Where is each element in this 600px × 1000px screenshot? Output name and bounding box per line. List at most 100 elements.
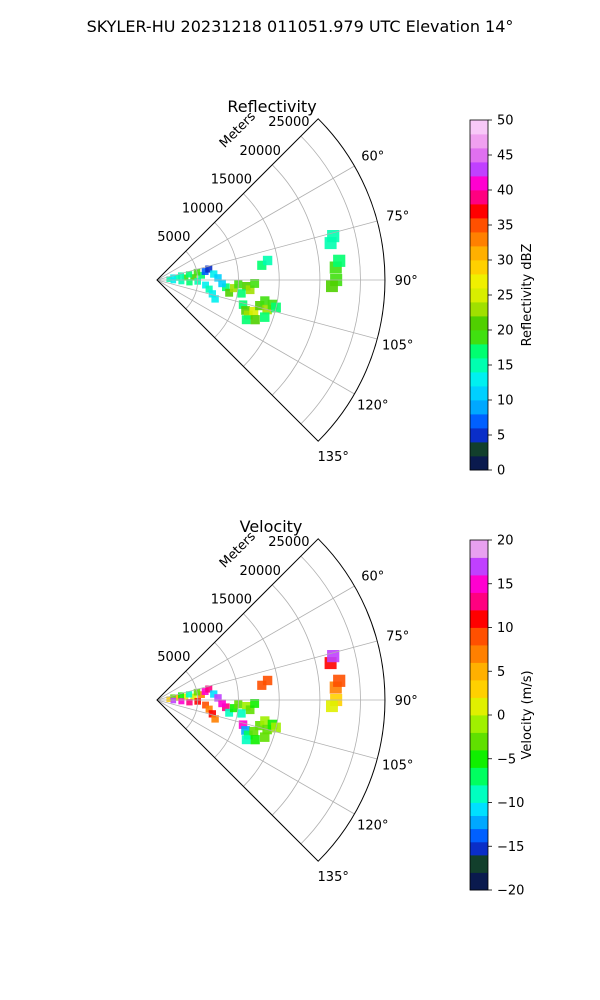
colorbar-segment xyxy=(470,828,488,843)
colorbar-segment xyxy=(470,302,488,317)
radial-tick-label: 15000 xyxy=(211,593,252,608)
azimuth-gridline xyxy=(156,279,355,395)
data-cell xyxy=(210,270,218,278)
radial-tick-label: 25000 xyxy=(268,115,309,130)
data-cell xyxy=(225,288,234,297)
azimuth-tick-label: 90° xyxy=(395,694,418,709)
data-cell xyxy=(182,274,189,281)
colorbar-segment xyxy=(470,386,488,401)
data-cell xyxy=(202,701,209,709)
colorbar-tick-label: 5 xyxy=(497,429,505,444)
data-cell xyxy=(178,278,185,285)
colorbar-segment xyxy=(470,697,488,716)
colorbar-segment xyxy=(470,176,488,191)
radial-tick-label: 10000 xyxy=(182,621,223,636)
azimuth-gridline xyxy=(156,699,355,815)
colorbar-segment xyxy=(470,785,488,803)
data-cell xyxy=(208,290,216,298)
colorbar-segment xyxy=(470,645,488,663)
azimuth-tick-label: 105° xyxy=(382,339,413,354)
colorbar-segment xyxy=(470,750,488,768)
colorbar-tick-label: 25 xyxy=(497,289,514,304)
colorbar-segment xyxy=(470,372,488,387)
data-cell xyxy=(238,720,248,729)
sector-outline xyxy=(156,538,386,862)
azimuth-tick-label: 135° xyxy=(318,450,349,465)
data-cell xyxy=(260,312,270,322)
data-cell xyxy=(249,306,259,316)
data-cell xyxy=(250,315,260,325)
colorbar-tick-label: 10 xyxy=(497,621,514,636)
colorbar-segment xyxy=(470,456,488,471)
data-cell xyxy=(327,650,340,663)
data-cell xyxy=(222,283,230,292)
colorbar-segment xyxy=(470,540,488,558)
data-cell xyxy=(241,315,251,325)
data-cell xyxy=(326,280,338,293)
colorbar-label: Velocity (m/s) xyxy=(520,670,535,759)
data-cell xyxy=(333,254,346,267)
figure-suptitle: SKYLER-HU 20231218 011051.979 UTC Elevat… xyxy=(87,17,514,36)
colorbar-segment xyxy=(470,872,488,891)
data-cell xyxy=(170,277,177,284)
data-cell xyxy=(245,285,255,295)
colorbar-segment xyxy=(470,575,488,593)
colorbar-tick-label: −10 xyxy=(497,796,524,811)
colorbar-segment xyxy=(470,610,488,628)
data-cell xyxy=(186,699,193,706)
data-cell xyxy=(208,710,216,718)
colorbar-tick-label: 0 xyxy=(497,709,505,724)
data-cell xyxy=(326,700,338,713)
data-cell xyxy=(174,275,181,281)
colorbar-segment xyxy=(470,767,488,786)
data-cell xyxy=(243,310,253,320)
data-cell xyxy=(178,698,185,705)
data-cell xyxy=(190,274,197,281)
data-cell xyxy=(205,685,213,693)
data-cell xyxy=(218,699,226,708)
data-cell xyxy=(198,271,205,279)
radial-tick-label: 10000 xyxy=(182,201,223,216)
data-cell xyxy=(257,260,267,270)
radial-tick-label: 5000 xyxy=(157,230,190,245)
data-cell xyxy=(214,274,222,282)
colorbar-segment xyxy=(470,662,488,681)
reflectivity-title: Reflectivity xyxy=(227,97,316,116)
data-cell xyxy=(178,272,184,279)
azimuth-gridline xyxy=(156,220,378,281)
azimuth-tick-label: 120° xyxy=(357,819,388,834)
colorbar-tick-label: 0 xyxy=(497,464,505,479)
data-cell xyxy=(255,301,265,311)
data-cell xyxy=(245,705,255,715)
colorbar-tick-label: −5 xyxy=(497,752,516,767)
data-cell xyxy=(250,735,260,745)
azimuth-tick-label: 90° xyxy=(395,274,418,289)
colorbar-segment xyxy=(470,557,488,576)
data-cell xyxy=(250,279,260,288)
data-cell xyxy=(249,726,259,736)
data-cell xyxy=(170,694,176,700)
data-cell xyxy=(170,274,176,280)
data-cell xyxy=(260,716,270,726)
data-cell xyxy=(250,699,260,708)
colorbar-segment xyxy=(470,162,488,177)
reflectivity-panel: Reflectivity 60° 75° 90° 105° 120° 135° 5000 10… xyxy=(156,97,535,479)
data-cell xyxy=(205,705,213,713)
data-cell xyxy=(210,690,218,698)
velocity-title: Velocity xyxy=(240,517,303,536)
colorbar-segment xyxy=(470,288,488,303)
data-cell xyxy=(260,296,270,306)
sector-outline xyxy=(156,118,386,442)
data-cell xyxy=(333,674,346,687)
data-cell xyxy=(202,281,209,289)
data-cell xyxy=(241,306,250,315)
data-cell xyxy=(262,675,273,686)
data-cell xyxy=(214,694,222,702)
data-cell xyxy=(182,693,189,700)
azimuth-gridline xyxy=(156,165,355,281)
data-cell xyxy=(201,268,209,275)
colorbar-segment xyxy=(470,330,488,345)
data-cell xyxy=(170,697,177,704)
data-cell xyxy=(222,703,230,712)
